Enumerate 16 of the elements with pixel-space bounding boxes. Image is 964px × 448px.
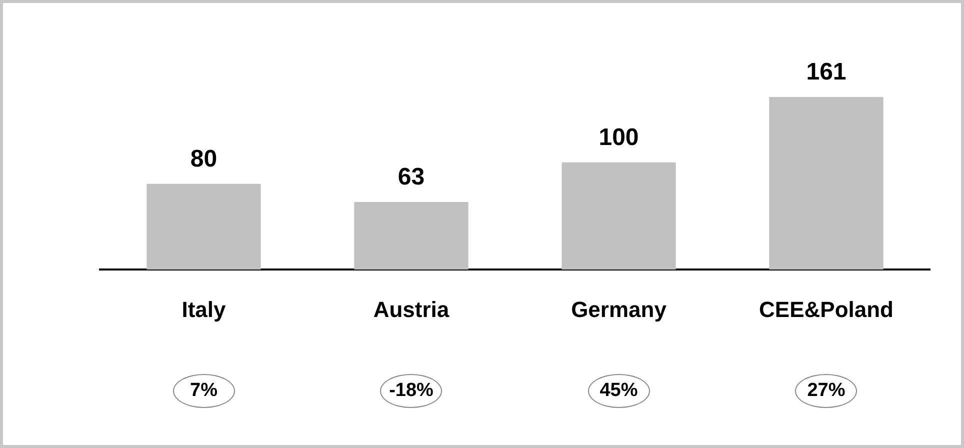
oval-outline: -18% bbox=[380, 374, 442, 408]
data-label: 161 bbox=[806, 58, 846, 86]
data-label: 100 bbox=[598, 124, 639, 152]
x-tick-label: Austria bbox=[373, 296, 450, 322]
bar bbox=[769, 97, 884, 270]
bar bbox=[146, 184, 261, 270]
bar bbox=[354, 202, 468, 270]
x-tick-label: Germany bbox=[571, 296, 668, 322]
data-label: 80 bbox=[190, 145, 218, 172]
oval-outline: 27% bbox=[795, 374, 858, 408]
oval-outline: 45% bbox=[588, 374, 650, 408]
x-tick-label: CEE&Poland bbox=[759, 296, 894, 322]
oval-outline: 7% bbox=[172, 374, 235, 408]
x-tick-label: Italy bbox=[182, 296, 227, 322]
bar bbox=[562, 162, 676, 270]
data-label: 63 bbox=[398, 164, 425, 191]
